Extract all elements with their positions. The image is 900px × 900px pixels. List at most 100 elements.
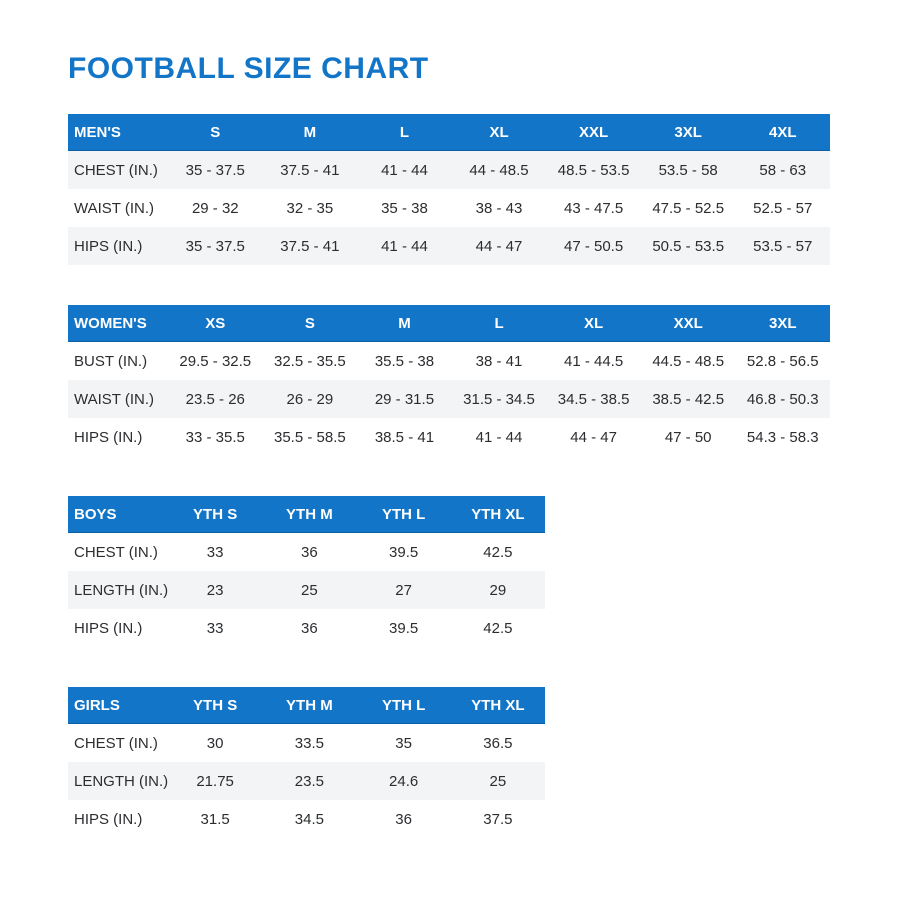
boys-size-table: BOYS YTH S YTH M YTH L YTH XL CHEST (IN.) 33 36… [68,496,545,647]
size-value-cell: 35 - 37.5 [185,161,245,179]
row-label: HIPS (IN.) [74,619,143,637]
size-value-cell: 39.5 [389,543,419,561]
size-value-cell: 42.5 [483,543,513,561]
table-row: HIPS (IN.) 33 - 35.5 35.5 - 58.5 38.5 - 41 4… [68,418,830,456]
boys-header-row: BOYS YTH S YTH M YTH L YTH XL [68,496,545,533]
womens-column-header: M [398,314,411,332]
row-label: LENGTH (IN.) [74,772,168,790]
size-value-cell: 31.5 [200,810,230,828]
girls-header-row: GIRLS YTH S YTH M YTH L YTH XL [68,687,545,724]
row-label: BUST (IN.) [74,352,148,370]
size-value-cell: 31.5 - 34.5 [463,390,535,408]
size-value-cell: 29.5 - 32.5 [179,352,252,370]
size-value-cell: 53.5 - 57 [753,237,813,255]
table-row: HIPS (IN.) 33 36 39.5 42.5 [68,609,545,647]
size-value-cell: 23.5 - 26 [185,390,245,408]
size-value-cell: 23 [206,581,224,599]
size-value-cell: 53.5 - 58 [658,161,718,179]
row-label: CHEST (IN.) [74,161,158,179]
size-value-cell: 43 - 47.5 [563,199,624,217]
size-value-cell: 46.8 - 50.3 [746,390,819,408]
size-value-cell: 47.5 - 52.5 [652,199,725,217]
table-row: HIPS (IN.) 31.5 34.5 36 37.5 [68,800,545,838]
size-value-cell: 42.5 [483,619,513,637]
table-row: CHEST (IN.) 33 36 39.5 42.5 [68,533,545,571]
table-row: CHEST (IN.) 30 33.5 35 36.5 [68,724,545,762]
size-value-cell: 50.5 - 53.5 [652,237,725,255]
girls-column-header: YTH M [286,696,333,714]
size-value-cell: 25 [489,772,507,790]
size-value-cell: 32 - 35 [286,199,334,217]
size-value-cell: 35 [395,734,412,752]
girls-column-header: YTH S [193,696,238,714]
row-label: HIPS (IN.) [74,810,143,828]
womens-column-header: XS [205,314,226,332]
size-value-cell: 37.5 [483,810,513,828]
womens-column-header: S [304,314,315,332]
row-label: HIPS (IN.) [74,428,143,446]
size-value-cell: 33.5 [294,734,324,752]
size-value-cell: 21.75 [196,772,234,790]
boys-column-header: YTH L [381,505,426,523]
size-value-cell: 47 - 50 [664,428,712,446]
size-value-cell: 25 [301,581,318,599]
size-value-cell: 35 - 38 [381,199,428,217]
size-value-cell: 37.5 - 41 [280,237,340,255]
size-value-cell: 36 [301,619,318,637]
womens-column-header: XL [584,314,604,332]
boys-column-header: YTH XL [471,505,525,523]
size-value-cell: 38.5 - 41 [374,428,435,446]
size-value-cell: 39.5 [389,619,419,637]
size-value-cell: 41 - 44 [381,237,428,255]
size-value-cell: 44 - 48.5 [469,161,529,179]
size-value-cell: 29 [489,581,507,599]
boys-column-header: YTH M [286,505,333,523]
mens-table-title: MEN'S [74,123,121,141]
size-value-cell: 34.5 [294,810,324,828]
size-value-cell: 29 - 31.5 [374,390,435,408]
mens-column-header: S [210,123,221,141]
size-value-cell: 38 - 43 [475,199,523,217]
girls-table-title: GIRLS [74,696,120,714]
size-value-cell: 27 [395,581,412,599]
table-row: LENGTH (IN.) 23 25 27 29 [68,571,545,609]
mens-column-header: XXL [579,123,609,141]
row-label: CHEST (IN.) [74,543,158,561]
size-value-cell: 36 [395,810,412,828]
mens-column-header: XL [489,123,509,141]
size-value-cell: 44.5 - 48.5 [652,352,725,370]
row-label: CHEST (IN.) [74,734,158,752]
mens-header-row: MEN'S S M L XL XXL 3XL 4XL [68,114,830,151]
size-value-cell: 36.5 [483,734,513,752]
womens-column-header: XXL [673,314,703,332]
womens-header-row: WOMEN'S XS S M L XL XXL 3XL [68,305,830,342]
size-value-cell: 34.5 - 38.5 [557,390,630,408]
womens-column-header: L [494,314,504,332]
mens-column-header: L [399,123,410,141]
womens-column-header: 3XL [769,314,797,332]
size-value-cell: 35.5 - 58.5 [274,428,346,446]
table-row: CHEST (IN.) 35 - 37.5 37.5 - 41 41 - 44 44 -… [68,151,830,189]
size-value-cell: 41 - 44.5 [563,352,624,370]
size-value-cell: 24.6 [389,772,419,790]
girls-size-table: GIRLS YTH S YTH M YTH L YTH XL CHEST (IN.) 30 3… [68,687,545,838]
size-value-cell: 47 - 50.5 [563,237,624,255]
size-value-cell: 33 - 35.5 [185,428,245,446]
boys-column-header: YTH S [193,505,238,523]
size-value-cell: 38.5 - 42.5 [652,390,725,408]
size-value-cell: 38 - 41 [475,352,523,370]
size-value-cell: 54.3 - 58.3 [746,428,819,446]
size-value-cell: 58 - 63 [759,161,807,179]
size-value-cell: 32.5 - 35.5 [274,352,346,370]
size-value-cell: 33 [206,543,224,561]
table-row: HIPS (IN.) 35 - 37.5 37.5 - 41 41 - 44 44 - … [68,227,830,265]
table-row: BUST (IN.) 29.5 - 32.5 32.5 - 35.5 35.5 - 3… [68,342,830,380]
size-value-cell: 48.5 - 53.5 [557,161,630,179]
row-label: WAIST (IN.) [74,390,154,408]
mens-column-header: 4XL [769,123,797,141]
table-row: WAIST (IN.) 29 - 32 32 - 35 35 - 38 38 - 43 4… [68,189,830,227]
mens-size-table: MEN'S S M L XL XXL 3XL 4XL CHEST (IN.) 35 - 37.5 3… [68,114,830,265]
row-label: WAIST (IN.) [74,199,154,217]
page-title: FOOTBALL SIZE CHART [68,52,429,85]
